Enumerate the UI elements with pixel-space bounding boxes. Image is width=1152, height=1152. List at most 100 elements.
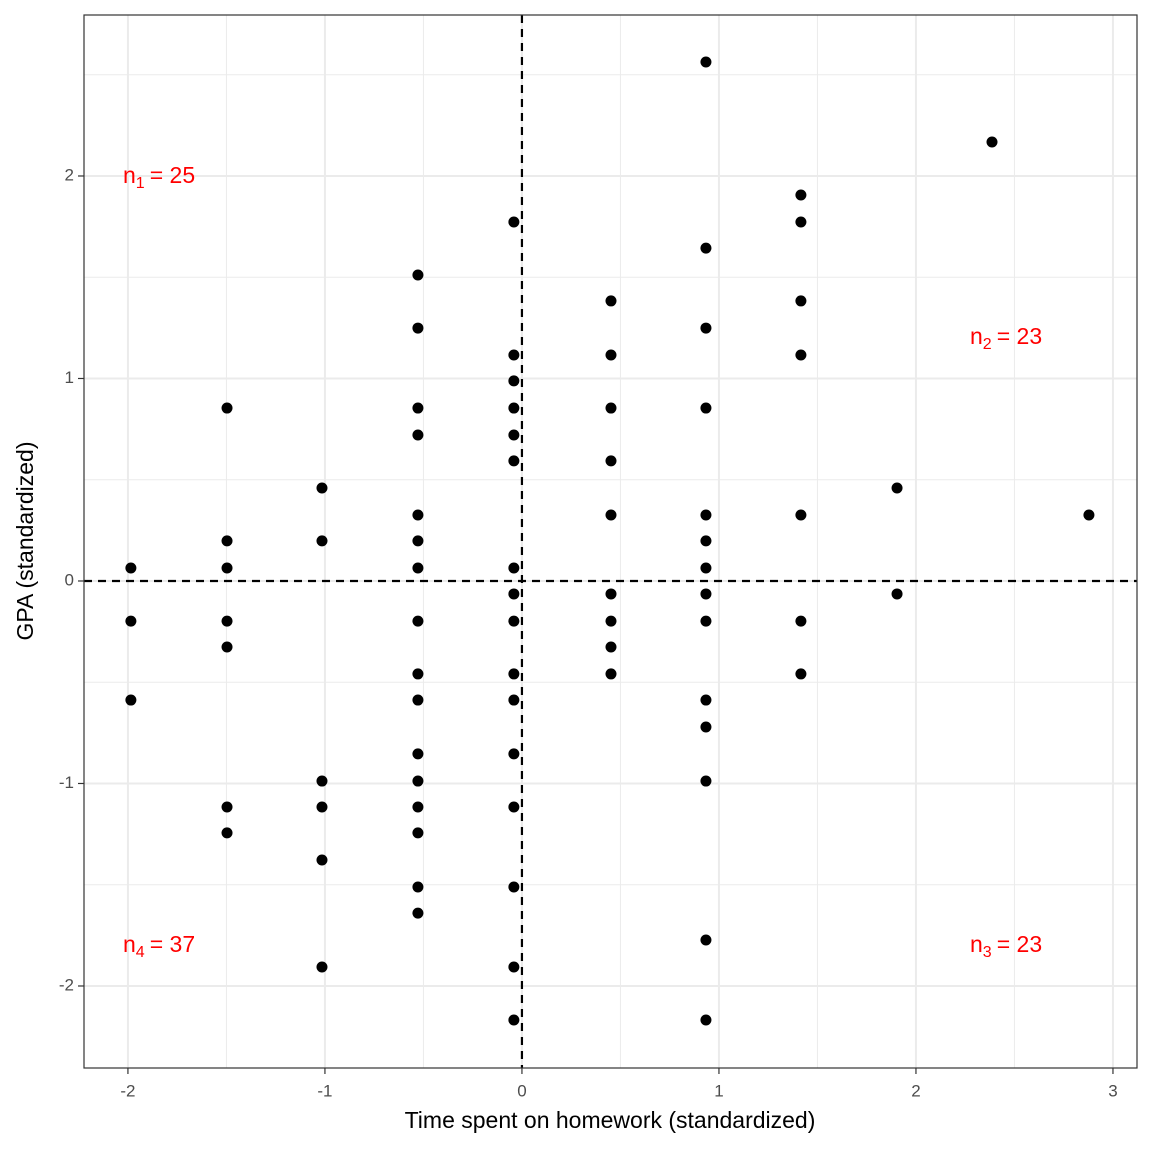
- point: [700, 1014, 712, 1026]
- point: [412, 429, 424, 441]
- x-tick-label: 0: [517, 1081, 526, 1100]
- point: [412, 881, 424, 893]
- point: [316, 801, 328, 813]
- point: [795, 349, 807, 361]
- point: [891, 482, 903, 494]
- point: [412, 748, 424, 760]
- point: [412, 269, 424, 281]
- point: [125, 615, 137, 627]
- annotation: n1 = 25: [123, 162, 195, 192]
- point: [316, 854, 328, 866]
- point: [316, 961, 328, 973]
- point: [795, 189, 807, 201]
- point: [412, 562, 424, 574]
- point: [700, 615, 712, 627]
- annotation-label: n: [123, 162, 136, 188]
- point: [221, 402, 233, 414]
- point: [700, 402, 712, 414]
- point: [795, 216, 807, 228]
- point: [605, 509, 617, 521]
- point: [508, 801, 520, 813]
- point: [412, 827, 424, 839]
- y-tick-label: -1: [59, 773, 74, 792]
- y-tick-label: 0: [65, 570, 74, 589]
- point: [700, 775, 712, 787]
- point: [508, 881, 520, 893]
- point: [508, 402, 520, 414]
- point: [221, 615, 233, 627]
- annotation-text: = 37: [150, 931, 195, 957]
- annotation-text: = 25: [150, 162, 195, 188]
- point: [700, 509, 712, 521]
- point: [125, 562, 137, 574]
- point: [508, 748, 520, 760]
- point: [412, 907, 424, 919]
- x-tick-label: -1: [317, 1081, 332, 1100]
- point: [508, 588, 520, 600]
- annotation-subscript: 4: [136, 944, 145, 961]
- point: [412, 694, 424, 706]
- point: [125, 694, 137, 706]
- point: [605, 295, 617, 307]
- annotation-text: = 23: [997, 323, 1042, 349]
- point: [1083, 509, 1095, 521]
- point: [605, 615, 617, 627]
- annotation: n2 = 23: [970, 323, 1042, 353]
- annotation-subscript: 1: [136, 175, 145, 192]
- point: [221, 801, 233, 813]
- y-tick-label: -2: [59, 975, 74, 994]
- annotation: n4 = 37: [123, 931, 195, 961]
- point: [412, 801, 424, 813]
- x-tick-label: -2: [120, 1081, 135, 1100]
- point: [508, 429, 520, 441]
- point: [508, 615, 520, 627]
- point: [700, 721, 712, 733]
- point: [221, 562, 233, 574]
- point: [605, 349, 617, 361]
- point: [795, 615, 807, 627]
- x-axis-title: Time spent on homework (standardized): [405, 1107, 816, 1133]
- point: [316, 775, 328, 787]
- point: [605, 402, 617, 414]
- x-tick-label: 1: [714, 1081, 723, 1100]
- point: [605, 455, 617, 467]
- point: [508, 961, 520, 973]
- point: [412, 668, 424, 680]
- point: [795, 509, 807, 521]
- point: [700, 562, 712, 574]
- annotation-subscript: 2: [983, 336, 992, 353]
- point: [795, 668, 807, 680]
- y-axis-title: GPA (standardized): [12, 441, 38, 640]
- point: [891, 588, 903, 600]
- point: [412, 615, 424, 627]
- annotation-text: = 23: [997, 931, 1042, 957]
- y-tick-label: 2: [65, 165, 74, 184]
- annotation-label: n: [970, 931, 983, 957]
- point: [412, 775, 424, 787]
- point: [508, 694, 520, 706]
- point: [508, 1014, 520, 1026]
- annotation: n3 = 23: [970, 931, 1042, 961]
- point: [412, 535, 424, 547]
- point: [412, 402, 424, 414]
- point: [605, 668, 617, 680]
- x-tick-label: 3: [1108, 1081, 1117, 1100]
- point: [986, 136, 998, 148]
- point: [700, 588, 712, 600]
- point: [508, 375, 520, 387]
- point: [700, 535, 712, 547]
- x-tick-label: 2: [911, 1081, 920, 1100]
- annotation-label: n: [123, 931, 136, 957]
- point: [700, 242, 712, 254]
- point: [700, 934, 712, 946]
- point: [221, 535, 233, 547]
- point: [316, 482, 328, 494]
- annotation-subscript: 3: [983, 944, 992, 961]
- point: [605, 641, 617, 653]
- point: [605, 588, 617, 600]
- point: [412, 322, 424, 334]
- point: [508, 562, 520, 574]
